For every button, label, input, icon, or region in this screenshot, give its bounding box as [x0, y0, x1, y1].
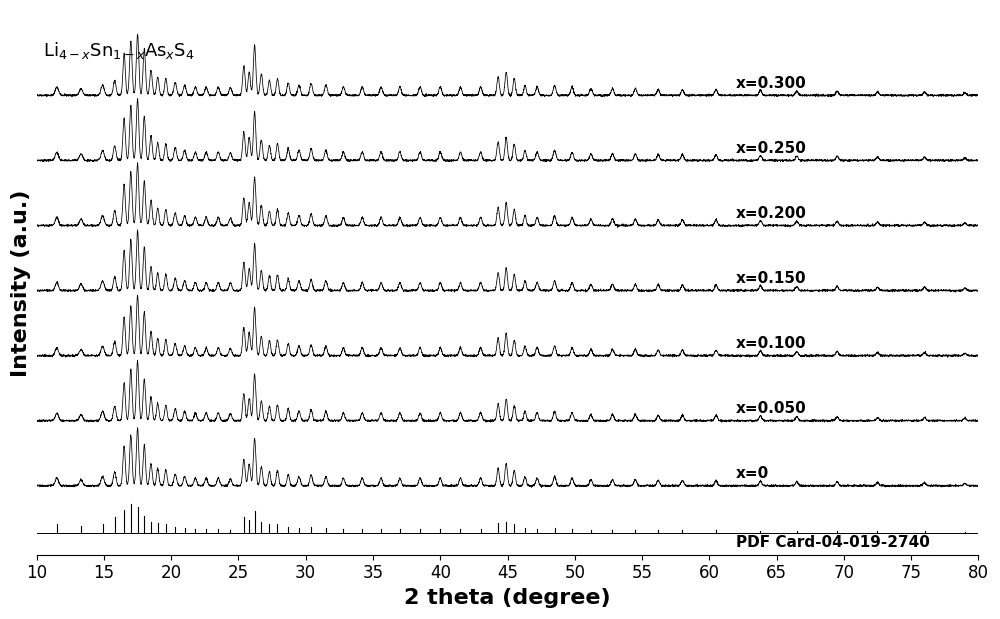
- Text: Li$_{4-x}$Sn$_{1-x}$As$_x$S$_4$: Li$_{4-x}$Sn$_{1-x}$As$_x$S$_4$: [43, 40, 195, 61]
- X-axis label: 2 theta (degree): 2 theta (degree): [404, 588, 611, 608]
- Text: x=0.050: x=0.050: [736, 401, 807, 416]
- Text: x=0.300: x=0.300: [736, 76, 807, 91]
- Text: x=0: x=0: [736, 466, 769, 481]
- Text: x=0.150: x=0.150: [736, 271, 807, 286]
- Text: x=0.250: x=0.250: [736, 141, 807, 156]
- Text: x=0.200: x=0.200: [736, 206, 807, 221]
- Text: x=0.100: x=0.100: [736, 336, 807, 351]
- Text: PDF Card-04-019-2740: PDF Card-04-019-2740: [736, 535, 930, 550]
- Y-axis label: Intensity (a.u.): Intensity (a.u.): [11, 189, 31, 376]
